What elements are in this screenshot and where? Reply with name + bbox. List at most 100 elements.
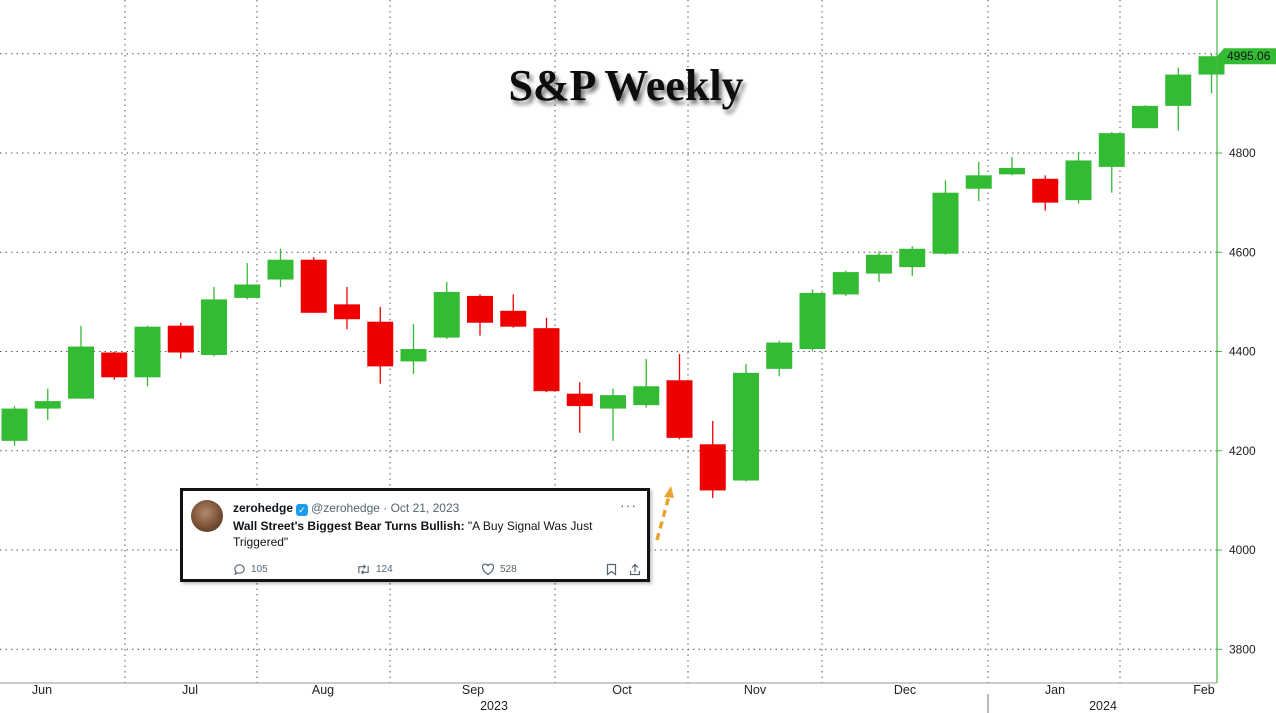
tweet-author-name[interactable]: zerohedge [233,501,294,515]
y-tick-label: 4400 [1229,345,1256,359]
candle-up [68,325,94,399]
candle-body [866,254,892,274]
candle-body [1,408,28,441]
candle-body [34,401,61,409]
candle-body [1065,160,1092,201]
candle-body [334,304,360,320]
tweet-headline: Wall Street's Biggest Bear Turns Bullish… [233,519,465,533]
candle-body [999,167,1025,175]
y-tick-label: 4200 [1229,444,1256,458]
candle-body [799,292,826,350]
candle-up [400,324,427,374]
y-axis: 3800 4000 4200 4400 4600 4800 4995.06 [1216,0,1276,683]
candle-up [34,388,61,420]
candle-up [600,388,626,441]
candle-body [1165,74,1192,106]
candle-up [1065,152,1092,204]
tweet-date[interactable]: · Oct 21, 2023 [383,501,460,515]
candle-up [932,180,959,255]
y-tick-label: 3800 [1229,642,1256,656]
month-label: Oct [612,683,632,697]
avatar[interactable] [191,500,223,532]
candle-up [733,363,759,482]
candle-body [832,272,859,295]
candle-up [633,358,660,408]
year-label: 2024 [1089,699,1117,713]
candle-body [666,380,693,438]
candle-body [267,259,294,280]
candle-body [367,321,394,367]
candle-down [666,353,693,440]
candle-body [400,349,427,362]
month-label: Jun [32,683,52,697]
candle-body [600,395,626,409]
heart-icon [481,563,495,576]
reply-button[interactable]: 105 [233,563,268,576]
candle-body [699,444,726,491]
candle-up [201,286,227,357]
reply-count: 105 [251,564,268,575]
month-label: Nov [744,683,767,697]
like-count: 528 [500,564,517,575]
bookmark-button[interactable] [606,563,617,576]
candle-body [101,352,128,378]
candle-up [134,325,161,387]
retweet-count: 124 [376,564,393,575]
candle-down [500,294,527,328]
candle-down [367,306,394,384]
candle-body [467,295,493,323]
last-value-flag [1217,48,1276,65]
tweet-handle[interactable]: @zerohedge [311,501,380,515]
embedded-tweet[interactable]: zerohedge ✓ @zerohedge · Oct 21, 2023 ··· … [180,488,650,582]
reply-icon [234,564,245,576]
tweet-text: Wall Street's Biggest Bear Turns Bullish… [233,518,633,550]
share-button[interactable] [629,563,641,576]
candle-up [234,263,261,300]
candle-down [300,257,327,313]
candle-body [965,175,992,189]
candle-up [1,406,28,446]
candle-down [167,322,194,359]
candle-down [467,294,493,336]
retweet-button[interactable]: 124 [356,563,393,576]
candle-body [433,291,460,338]
y-tick-label: 4000 [1229,543,1256,557]
candle-body [533,328,560,392]
tweet-header: zerohedge ✓ @zerohedge · Oct 21, 2023 [233,501,459,516]
y-tick-label: 4600 [1229,245,1256,259]
like-button[interactable]: 528 [481,563,517,576]
chart-title: S&P Weekly [508,61,743,110]
candle-up [1098,132,1125,193]
candle-body [566,393,593,407]
candle-body [134,326,161,378]
x-axis: Jun Jul Aug Sep Oct Nov Dec Jan Feb 2023 2024 [0,682,1217,713]
month-label: Feb [1193,683,1215,697]
candle-up [766,340,793,377]
candle-up [965,161,992,202]
candle-up [267,248,294,287]
candle-up [799,289,826,352]
ellipsis-icon[interactable]: ··· [620,497,637,513]
candle-body [1098,133,1125,167]
candle-down [1032,175,1059,211]
candle-down [101,351,128,380]
candle-up [1132,105,1158,129]
candle-up [899,246,926,277]
candle-body [932,192,959,254]
month-label: Sep [462,683,484,697]
candle-body [1032,178,1059,203]
candle-body [167,325,194,353]
share-icon [629,563,641,576]
candle-body [733,372,759,481]
candle-body [500,310,527,327]
candle-body [201,299,227,355]
candle-up [832,270,859,296]
tweet-actions: 105 124 528 [183,563,647,579]
candle-body [1198,56,1225,75]
candle-up [433,282,460,340]
candle-body [766,342,793,369]
year-label: 2023 [480,699,508,713]
candle-body [68,346,94,399]
candle-down [699,420,726,498]
tweet-quote: "A Buy Signal Was Just Triggered" [233,519,593,549]
